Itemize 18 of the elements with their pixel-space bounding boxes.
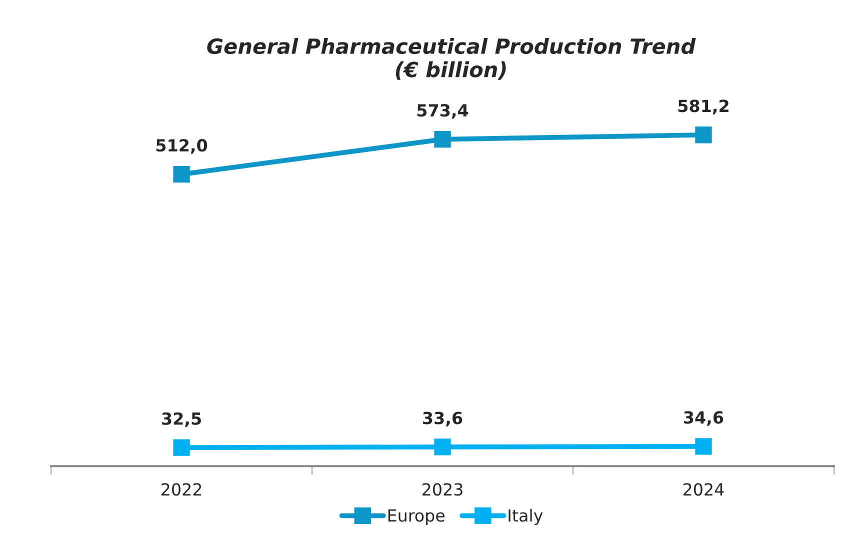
data-label: 34,6 <box>684 411 724 426</box>
x-tick-label: 2022 <box>162 483 202 496</box>
data-label: 33,6 <box>423 412 462 426</box>
point <box>173 439 190 456</box>
x-tick-label: 2024 <box>684 483 724 496</box>
point <box>173 166 190 183</box>
data-label: 512,0 <box>156 139 208 154</box>
data-label: 573,4 <box>417 104 468 119</box>
legend-label: Europe <box>388 509 445 525</box>
x-tick-label: 2023 <box>422 483 462 496</box>
chart-title: General Pharmaceutical Production Trend (€ billion) <box>207 38 696 80</box>
point <box>434 130 451 148</box>
legend-label: Italy <box>508 508 543 525</box>
point <box>434 438 451 456</box>
data-label: 581,2 <box>678 100 728 114</box>
point <box>695 438 712 455</box>
point <box>695 126 712 144</box>
data-label: 32,5 <box>162 412 201 428</box>
